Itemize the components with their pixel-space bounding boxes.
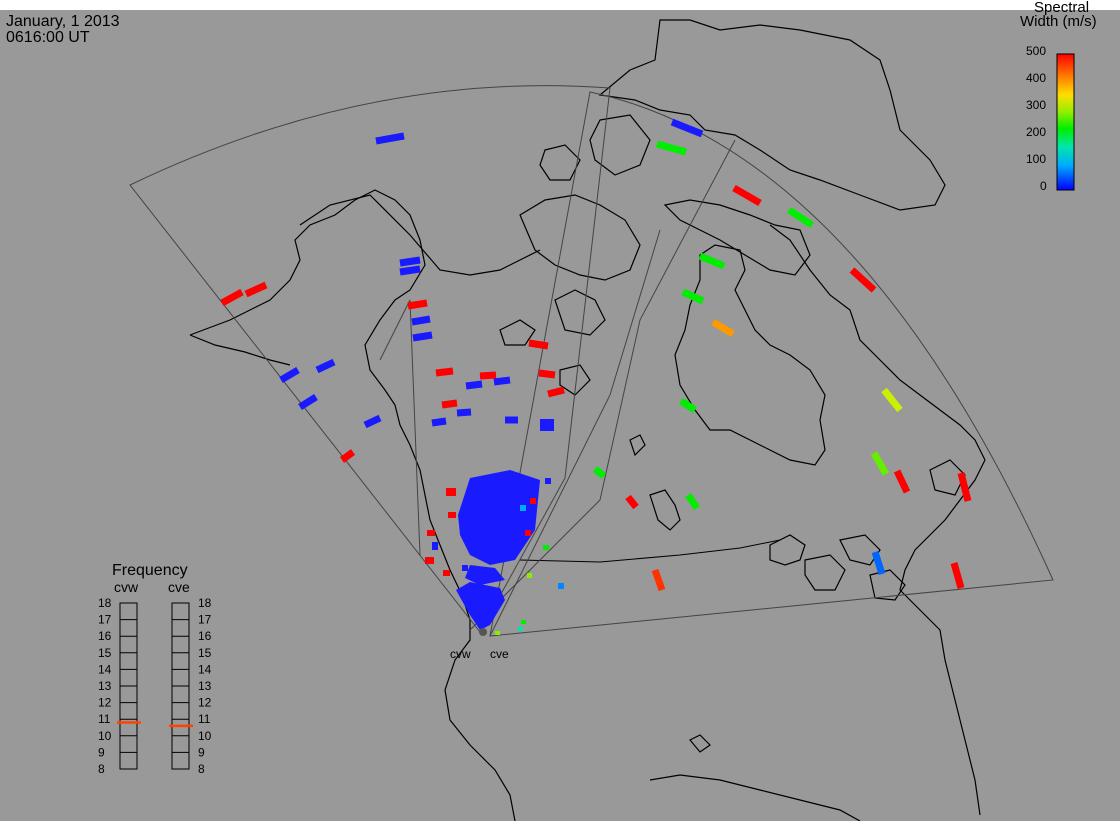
radar-sites: cvw cve	[450, 628, 509, 661]
frequency-tick-right: 16	[198, 629, 212, 643]
radar-echo-segments	[220, 118, 972, 592]
colorbar-tick: 200	[1026, 125, 1046, 139]
frequency-tick-left: 17	[98, 613, 112, 627]
frequency-tick-left: 18	[98, 596, 112, 610]
radar-fov-outlines	[129, 85, 1054, 637]
colorbar-title-line2: Width (m/s)	[1020, 13, 1097, 30]
colorbar-gradient	[1056, 53, 1075, 191]
spectral-width-colorbar: Spectral Width (m/s) 500 400 300 200 100…	[1020, 0, 1097, 193]
colorbar-title-line1: Spectral	[1034, 0, 1089, 16]
frequency-tick-right: 17	[198, 613, 212, 627]
map-background	[0, 10, 1120, 821]
frequency-tick-left: 9	[98, 745, 105, 759]
colorbar-tick: 300	[1026, 98, 1046, 112]
frequency-tick-right: 10	[198, 729, 212, 743]
frequency-tick-right: 11	[198, 712, 211, 726]
frequency-tick-right: 15	[198, 646, 212, 660]
frequency-tick-left: 12	[98, 696, 112, 710]
frequency-tick-left: 15	[98, 646, 112, 660]
colorbar-tick: 400	[1026, 71, 1046, 85]
date-label: January, 1 2013	[6, 13, 120, 30]
frequency-tick-right: 12	[198, 696, 212, 710]
frequency-right-label: cve	[168, 579, 190, 595]
radar-echo-mass	[425, 470, 564, 635]
colorbar-tick: 0	[1040, 179, 1047, 193]
frequency-left-label: cvw	[114, 579, 139, 595]
frequency-tick-left: 10	[98, 729, 112, 743]
frequency-tick-left: 13	[98, 679, 112, 693]
radar-site-marker	[479, 628, 487, 636]
coastlines	[189, 19, 986, 821]
top-strip	[0, 0, 1120, 10]
frequency-scale-box	[119, 602, 138, 770]
station-label-east: cve	[490, 647, 509, 661]
us-canada-border	[519, 539, 781, 563]
frequency-tick-right: 8	[198, 762, 205, 776]
frequency-tick-right: 18	[198, 596, 212, 610]
frequency-tick-left: 14	[98, 662, 112, 676]
frequency-tick-left: 8	[98, 762, 105, 776]
frequency-tick-right: 13	[198, 679, 212, 693]
station-label-west: cvw	[450, 647, 471, 661]
frequency-tick-left: 11	[98, 712, 111, 726]
frequency-tick-right: 14	[198, 662, 212, 676]
frequency-scale-box	[171, 602, 190, 770]
colorbar-tick: 500	[1026, 44, 1046, 58]
frequency-panel: Frequency cvw cve 18 18 17 17 16 16 15 15 14 14 13…	[98, 562, 212, 776]
frequency-tick-left: 16	[98, 629, 112, 643]
frequency-title: Frequency	[112, 562, 188, 579]
time-label: 0616:00 UT	[6, 29, 90, 46]
colorbar-tick: 100	[1026, 152, 1046, 166]
frequency-tick-right: 9	[198, 745, 205, 759]
